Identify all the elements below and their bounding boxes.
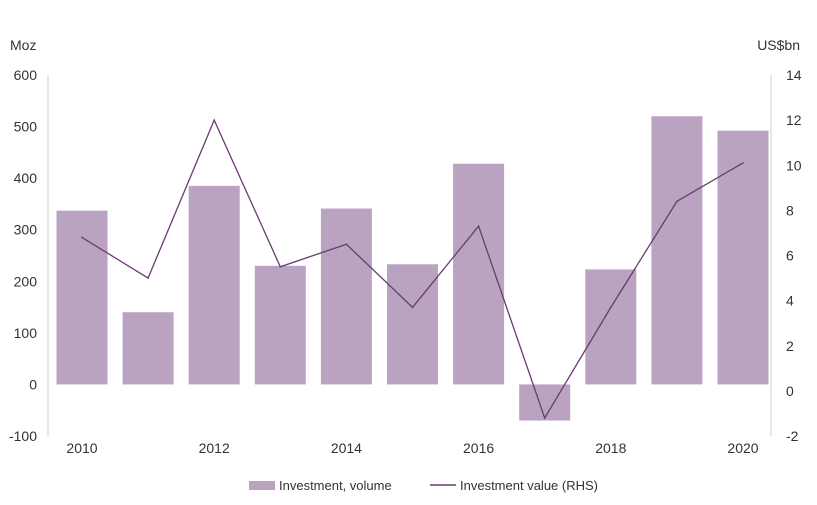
bar <box>254 265 306 385</box>
right-axis-unit: US$bn <box>757 37 800 53</box>
left-tick-label: -100 <box>9 428 37 444</box>
left-axis-ticks: -100 0 100 200 300 400 500 600 <box>9 67 37 444</box>
right-tick-label: 0 <box>786 383 794 399</box>
x-tick-label: 2010 <box>66 440 97 456</box>
right-tick-label: 2 <box>786 338 794 354</box>
line-point <box>279 265 282 268</box>
bar <box>188 185 240 385</box>
x-axis-ticks: 2010 2012 2014 2016 2018 2020 <box>66 440 758 456</box>
line-point <box>742 162 744 164</box>
bar <box>717 130 769 385</box>
right-tick-label: 4 <box>786 293 794 309</box>
legend-label-volume: Investment, volume <box>279 478 392 493</box>
left-tick-label: 300 <box>14 222 38 238</box>
bar <box>651 116 703 385</box>
line-point <box>543 417 546 419</box>
bar <box>519 384 571 421</box>
x-tick-label: 2016 <box>463 440 494 456</box>
line-point <box>610 306 612 309</box>
bar <box>320 208 372 385</box>
right-tick-label: -2 <box>786 428 799 444</box>
bar <box>56 210 108 385</box>
left-tick-label: 400 <box>14 170 38 186</box>
bar <box>122 312 174 385</box>
x-tick-label: 2020 <box>727 440 758 456</box>
right-tick-label: 14 <box>786 67 802 83</box>
bar <box>453 163 505 385</box>
line-point <box>345 243 348 246</box>
bar <box>585 269 637 385</box>
legend-swatch-volume <box>249 481 275 490</box>
bar-series <box>56 116 769 421</box>
left-tick-label: 0 <box>29 376 37 392</box>
right-tick-label: 12 <box>786 112 802 128</box>
line-point <box>147 277 149 279</box>
x-tick-label: 2018 <box>595 440 626 456</box>
left-axis-unit: Moz <box>10 37 36 53</box>
legend-label-value: Investment value (RHS) <box>460 478 598 493</box>
right-axis-ticks: -2 0 2 4 6 8 10 12 14 <box>786 67 802 444</box>
line-series <box>81 118 744 420</box>
left-tick-label: 500 <box>14 119 38 135</box>
bar <box>387 264 438 385</box>
line-point <box>411 306 414 309</box>
left-tick-label: 200 <box>14 273 38 289</box>
x-tick-label: 2014 <box>331 440 362 456</box>
right-tick-label: 6 <box>786 248 794 264</box>
line-point <box>81 236 83 239</box>
left-tick-label: 600 <box>14 67 38 83</box>
legend: Investment, volume Investment value (RHS… <box>249 478 598 493</box>
right-tick-label: 8 <box>786 202 794 218</box>
left-tick-label: 100 <box>14 325 38 341</box>
line-point <box>676 200 678 203</box>
line-point <box>477 225 480 227</box>
x-tick-label: 2012 <box>199 440 230 456</box>
right-tick-label: 10 <box>786 157 802 173</box>
line-point <box>213 119 215 121</box>
